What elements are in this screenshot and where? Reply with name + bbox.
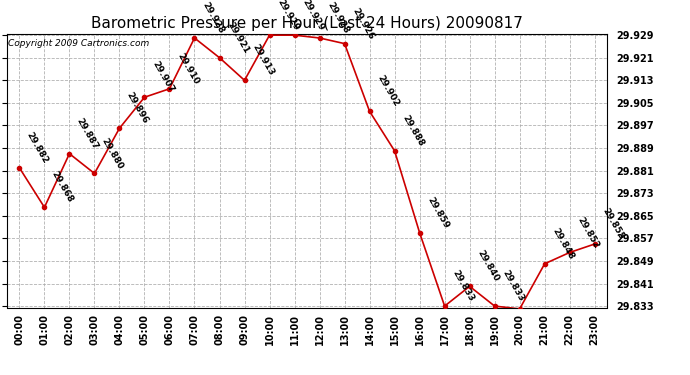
Text: 29.882: 29.882: [25, 130, 50, 165]
Text: 29.928: 29.928: [200, 0, 225, 35]
Text: 29.880: 29.880: [100, 136, 125, 171]
Text: 29.907: 29.907: [150, 60, 175, 94]
Text: 29.921: 29.921: [225, 20, 250, 55]
Text: Copyright 2009 Cartronics.com: Copyright 2009 Cartronics.com: [8, 39, 149, 48]
Text: 29.929: 29.929: [275, 0, 300, 32]
Text: 29.929: 29.929: [300, 0, 326, 32]
Text: 29.896: 29.896: [125, 91, 150, 126]
Text: 29.833: 29.833: [500, 269, 525, 303]
Text: 29.888: 29.888: [400, 114, 425, 148]
Text: 29.855: 29.855: [600, 207, 625, 241]
Text: 29.913: 29.913: [250, 43, 275, 78]
Title: Barometric Pressure per Hour (Last 24 Hours) 20090817: Barometric Pressure per Hour (Last 24 Ho…: [91, 16, 523, 31]
Text: 29.852: 29.852: [575, 215, 600, 250]
Text: 29.848: 29.848: [550, 226, 575, 261]
Text: 29.868: 29.868: [50, 170, 75, 204]
Text: 29.928: 29.928: [325, 0, 351, 35]
Text: 29.910: 29.910: [175, 51, 200, 86]
Text: 29.902: 29.902: [375, 74, 400, 109]
Text: 29.859: 29.859: [425, 195, 451, 230]
Text: 29.887: 29.887: [75, 116, 100, 151]
Text: 29.926: 29.926: [350, 6, 375, 41]
Text: 29.833: 29.833: [450, 269, 475, 303]
Text: 29.832: 29.832: [0, 374, 1, 375]
Text: 29.840: 29.840: [475, 249, 500, 284]
